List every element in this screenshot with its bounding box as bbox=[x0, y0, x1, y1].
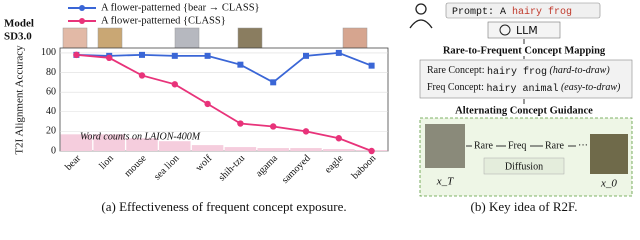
llm-box bbox=[487, 21, 561, 39]
llm-icon bbox=[499, 24, 511, 36]
y-tick-label: 80 bbox=[46, 67, 56, 78]
point bbox=[204, 100, 211, 108]
freq-concept: hairy animal bbox=[486, 83, 558, 95]
word-count-bar bbox=[93, 134, 125, 151]
caption-b: (b) Key idea of R2F. bbox=[471, 199, 578, 214]
x-start: x_T bbox=[436, 176, 454, 188]
freq-line: Freq Concept: hairy animal (easy-to-draw… bbox=[427, 82, 621, 94]
legend-label: A flower-patterned {bear → CLASS} bbox=[101, 2, 260, 13]
user-icon bbox=[409, 19, 433, 29]
y-tick-label: 20 bbox=[46, 126, 56, 137]
point bbox=[237, 61, 244, 68]
frog-image bbox=[590, 134, 628, 174]
x-tick-label: wolf bbox=[194, 153, 215, 174]
diffusion-box bbox=[483, 157, 565, 175]
diagram: Prompt: A hairy frog LLM Rare-to-Frequen… bbox=[409, 2, 633, 214]
legend-marker bbox=[79, 18, 85, 24]
rare-note: (hard-to-draw) bbox=[550, 65, 611, 76]
mapping-title: Rare-to-Frequent Concept Mapping bbox=[443, 45, 606, 56]
annotation: Word counts on LAION-400M bbox=[80, 131, 201, 142]
freq-label: Freq Concept: bbox=[427, 82, 484, 93]
series-line bbox=[76, 53, 372, 152]
rare-line: Rare Concept: hairy frog (hard-to-draw) bbox=[427, 65, 610, 77]
x-tick-label: samoyed bbox=[280, 153, 313, 186]
legend-marker bbox=[79, 5, 85, 11]
x-tick-label: agama bbox=[254, 153, 281, 180]
model-name: SD3.0 bbox=[4, 31, 32, 43]
x-tick-label: mouse bbox=[123, 153, 150, 180]
word-count-bar bbox=[126, 138, 158, 151]
prompt-box bbox=[445, 2, 601, 19]
point bbox=[73, 51, 80, 59]
point bbox=[106, 54, 113, 62]
model-label: Model bbox=[4, 18, 34, 30]
point bbox=[368, 147, 375, 155]
thumbnail bbox=[97, 27, 123, 51]
point bbox=[335, 49, 342, 56]
llm-label: LLM bbox=[516, 24, 538, 37]
point bbox=[368, 62, 375, 69]
legend-label: A flower-patterned {CLASS} bbox=[101, 15, 226, 26]
mapping-box bbox=[419, 59, 633, 99]
flow-step: ··· bbox=[578, 140, 588, 151]
y-tick-label: 60 bbox=[46, 86, 56, 97]
x-tick-label: shih-tzu bbox=[217, 153, 248, 184]
word-count-bar bbox=[323, 149, 355, 151]
series-line bbox=[76, 51, 372, 84]
rare-concept: hairy frog bbox=[487, 66, 547, 78]
prompt-concept: hairy frog bbox=[512, 6, 572, 18]
guidance-title: Alternating Concept Guidance bbox=[455, 105, 593, 116]
point bbox=[138, 72, 146, 79]
x-tick-label: bear bbox=[63, 153, 83, 173]
point bbox=[139, 51, 145, 58]
word-count-bar bbox=[257, 148, 289, 151]
point bbox=[270, 79, 277, 86]
flow-step: Freq bbox=[508, 140, 526, 151]
point bbox=[303, 52, 309, 59]
plot-area bbox=[59, 47, 389, 152]
point bbox=[237, 120, 244, 127]
word-count-bar bbox=[159, 141, 191, 151]
y-tick-label: 100 bbox=[41, 47, 56, 58]
figure: Model SD3.0 T2I Alignment Accuracy (a) E… bbox=[4, 2, 633, 214]
x-end: x_0 bbox=[600, 178, 617, 190]
caption-a: (a) Effectiveness of frequent concept ex… bbox=[101, 199, 346, 214]
flow-step: Rare bbox=[545, 140, 564, 151]
point bbox=[171, 81, 178, 88]
thumbnail bbox=[237, 27, 263, 51]
point bbox=[204, 52, 211, 59]
x-tick-label: lion bbox=[97, 153, 116, 172]
x-tick-label: eagle bbox=[323, 153, 346, 176]
word-count-bar bbox=[290, 148, 322, 151]
freq-note: (easy-to-draw) bbox=[561, 82, 621, 93]
prompt-label: Prompt: A bbox=[452, 7, 506, 18]
y-axis-label: T2I Alignment Accuracy bbox=[14, 45, 26, 155]
x-tick-label: sea lion bbox=[152, 153, 182, 183]
rare-label: Rare Concept: bbox=[427, 65, 484, 76]
user-icon bbox=[415, 3, 427, 15]
thumbnail bbox=[62, 27, 88, 51]
point bbox=[171, 52, 178, 59]
point bbox=[335, 135, 342, 142]
thumbnail bbox=[342, 27, 368, 51]
thumbnail bbox=[174, 27, 200, 51]
flow-step: Rare bbox=[474, 140, 493, 151]
noise-image bbox=[425, 124, 465, 168]
y-tick-label: 0 bbox=[51, 145, 56, 156]
y-tick-label: 40 bbox=[46, 106, 56, 117]
point bbox=[270, 123, 277, 130]
diffusion-label: Diffusion bbox=[505, 161, 543, 172]
prompt-text: Prompt: A hairy frog bbox=[452, 6, 572, 18]
word-count-bar bbox=[191, 145, 224, 151]
word-count-bar bbox=[60, 134, 93, 151]
x-tick-label: baboon bbox=[350, 153, 379, 182]
word-count-bar bbox=[224, 147, 257, 151]
point bbox=[302, 128, 310, 135]
